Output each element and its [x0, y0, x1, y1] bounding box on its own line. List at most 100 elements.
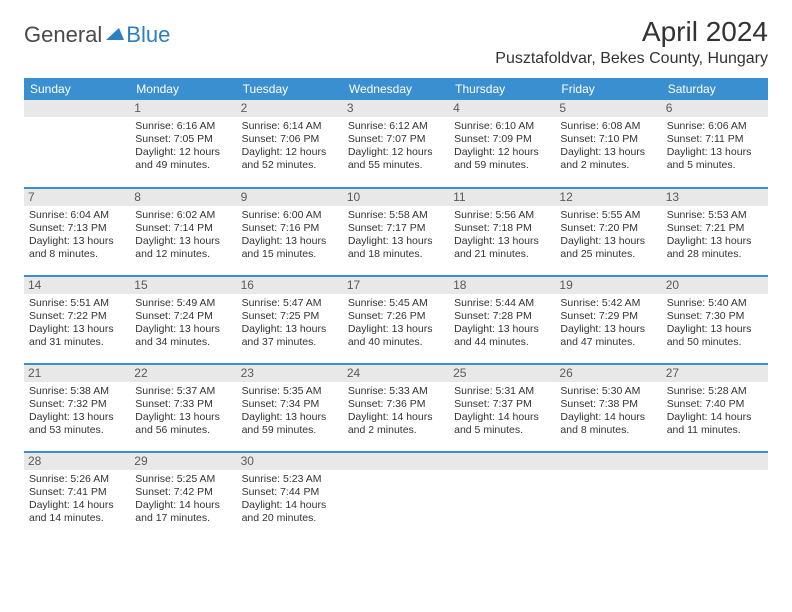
day-detail-text: Sunrise: 6:14 AMSunset: 7:06 PMDaylight:…: [241, 120, 339, 173]
day-number: 29: [130, 453, 236, 470]
day-number: 16: [237, 277, 343, 294]
day-detail-text: Sunrise: 5:38 AMSunset: 7:32 PMDaylight:…: [28, 385, 126, 438]
day-number: 15: [130, 277, 236, 294]
day-detail-text: Sunrise: 5:35 AMSunset: 7:34 PMDaylight:…: [241, 385, 339, 438]
calendar-week-row: 21 Sunrise: 5:38 AMSunset: 7:32 PMDayligh…: [24, 364, 768, 452]
calendar-day-cell: [662, 452, 768, 540]
calendar-day-cell: 6Sunrise: 6:06 AMSunset: 7:11 PMDaylight…: [662, 100, 768, 188]
day-detail-text: Sunrise: 6:02 AMSunset: 7:14 PMDaylight:…: [134, 209, 232, 262]
day-header: Wednesday: [343, 78, 449, 100]
location-text: Pusztafoldvar, Bekes County, Hungary: [495, 50, 768, 68]
calendar-day-cell: [343, 452, 449, 540]
day-header: Tuesday: [237, 78, 343, 100]
day-number: 6: [662, 100, 768, 117]
header: General Blue April 2024 Pusztafoldvar, B…: [0, 0, 792, 72]
calendar-day-cell: 18 Sunrise: 5:44 AMSunset: 7:28 PMDayligh…: [449, 276, 555, 364]
day-detail-text: Sunrise: 5:56 AMSunset: 7:18 PMDaylight:…: [453, 209, 551, 262]
day-detail-text: Sunrise: 5:55 AMSunset: 7:20 PMDaylight:…: [559, 209, 657, 262]
day-detail-text: Sunrise: 5:25 AMSunset: 7:42 PMDaylight:…: [134, 473, 232, 526]
day-detail-text: Sunrise: 6:04 AMSunset: 7:13 PMDaylight:…: [28, 209, 126, 262]
calendar-day-cell: 7 Sunrise: 6:04 AMSunset: 7:13 PMDaylight…: [24, 188, 130, 276]
calendar-day-cell: 17 Sunrise: 5:45 AMSunset: 7:26 PMDayligh…: [343, 276, 449, 364]
logo-triangle-icon: [106, 26, 124, 40]
day-header: Saturday: [662, 78, 768, 100]
day-detail-text: Sunrise: 5:44 AMSunset: 7:28 PMDaylight:…: [453, 297, 551, 350]
calendar-day-cell: 19Sunrise: 5:42 AMSunset: 7:29 PMDayligh…: [555, 276, 661, 364]
calendar-day-cell: 23 Sunrise: 5:35 AMSunset: 7:34 PMDayligh…: [237, 364, 343, 452]
day-number: 8: [130, 189, 236, 206]
day-detail-text: Sunrise: 5:26 AMSunset: 7:41 PMDaylight:…: [28, 473, 126, 526]
day-detail-text: Sunrise: 5:30 AMSunset: 7:38 PMDaylight:…: [559, 385, 657, 438]
day-detail-text: Sunrise: 5:37 AMSunset: 7:33 PMDaylight:…: [134, 385, 232, 438]
title-block: April 2024 Pusztafoldvar, Bekes County, …: [495, 16, 768, 68]
day-number: 1: [130, 100, 236, 117]
day-detail-text: Sunrise: 5:31 AMSunset: 7:37 PMDaylight:…: [453, 385, 551, 438]
day-number: [555, 453, 661, 470]
day-number: 13: [662, 189, 768, 206]
calendar-day-cell: 4Sunrise: 6:10 AMSunset: 7:09 PMDaylight…: [449, 100, 555, 188]
day-detail-text: Sunrise: 5:51 AMSunset: 7:22 PMDaylight:…: [28, 297, 126, 350]
calendar-day-cell: 1 Sunrise: 6:16 AMSunset: 7:05 PMDaylight…: [130, 100, 236, 188]
day-header: Friday: [555, 78, 661, 100]
day-number: 11: [449, 189, 555, 206]
calendar-week-row: 14 Sunrise: 5:51 AMSunset: 7:22 PMDayligh…: [24, 276, 768, 364]
day-header: Thursday: [449, 78, 555, 100]
calendar-day-cell: 28 Sunrise: 5:26 AMSunset: 7:41 PMDayligh…: [24, 452, 130, 540]
day-detail-text: Sunrise: 6:08 AMSunset: 7:10 PMDaylight:…: [559, 120, 657, 173]
day-number: 23: [237, 365, 343, 382]
day-number: 22: [130, 365, 236, 382]
calendar-day-cell: 10Sunrise: 5:58 AMSunset: 7:17 PMDayligh…: [343, 188, 449, 276]
calendar-week-row: 7 Sunrise: 6:04 AMSunset: 7:13 PMDaylight…: [24, 188, 768, 276]
day-number: 3: [343, 100, 449, 117]
day-number: 28: [24, 453, 130, 470]
day-number: 25: [449, 365, 555, 382]
day-number: 27: [662, 365, 768, 382]
calendar-day-cell: 8 Sunrise: 6:02 AMSunset: 7:14 PMDaylight…: [130, 188, 236, 276]
month-title: April 2024: [495, 16, 768, 48]
day-number: 5: [555, 100, 661, 117]
day-detail-text: Sunrise: 5:40 AMSunset: 7:30 PMDaylight:…: [666, 297, 764, 350]
calendar-day-cell: [24, 100, 130, 188]
day-header-row: Sunday Monday Tuesday Wednesday Thursday…: [24, 78, 768, 100]
day-number: [24, 100, 130, 117]
calendar-day-cell: 2Sunrise: 6:14 AMSunset: 7:06 PMDaylight…: [237, 100, 343, 188]
calendar-day-cell: 11 Sunrise: 5:56 AMSunset: 7:18 PMDayligh…: [449, 188, 555, 276]
calendar-day-cell: 3 Sunrise: 6:12 AMSunset: 7:07 PMDaylight…: [343, 100, 449, 188]
calendar-day-cell: 22 Sunrise: 5:37 AMSunset: 7:33 PMDayligh…: [130, 364, 236, 452]
day-detail-text: Sunrise: 6:00 AMSunset: 7:16 PMDaylight:…: [241, 209, 339, 262]
calendar-day-cell: 13 Sunrise: 5:53 AMSunset: 7:21 PMDayligh…: [662, 188, 768, 276]
calendar-day-cell: [449, 452, 555, 540]
calendar-week-row: 1 Sunrise: 6:16 AMSunset: 7:05 PMDaylight…: [24, 100, 768, 188]
day-detail-text: Sunrise: 6:10 AMSunset: 7:09 PMDaylight:…: [453, 120, 551, 173]
calendar-day-cell: 24Sunrise: 5:33 AMSunset: 7:36 PMDayligh…: [343, 364, 449, 452]
calendar-day-cell: [555, 452, 661, 540]
calendar-day-cell: 21 Sunrise: 5:38 AMSunset: 7:32 PMDayligh…: [24, 364, 130, 452]
day-detail-text: Sunrise: 5:33 AMSunset: 7:36 PMDaylight:…: [347, 385, 445, 438]
day-detail-text: Sunrise: 6:12 AMSunset: 7:07 PMDaylight:…: [347, 120, 445, 173]
logo-text-general: General: [24, 22, 102, 48]
day-number: 17: [343, 277, 449, 294]
day-number: 9: [237, 189, 343, 206]
day-detail-text: Sunrise: 5:47 AMSunset: 7:25 PMDaylight:…: [241, 297, 339, 350]
day-number: 21: [24, 365, 130, 382]
calendar-day-cell: 20 Sunrise: 5:40 AMSunset: 7:30 PMDayligh…: [662, 276, 768, 364]
day-number: 18: [449, 277, 555, 294]
calendar-week-row: 28 Sunrise: 5:26 AMSunset: 7:41 PMDayligh…: [24, 452, 768, 540]
day-detail-text: Sunrise: 5:45 AMSunset: 7:26 PMDaylight:…: [347, 297, 445, 350]
day-detail-text: Sunrise: 5:58 AMSunset: 7:17 PMDaylight:…: [347, 209, 445, 262]
day-detail-text: Sunrise: 5:53 AMSunset: 7:21 PMDaylight:…: [666, 209, 764, 262]
day-number: 26: [555, 365, 661, 382]
day-number: [449, 453, 555, 470]
calendar-day-cell: 27 Sunrise: 5:28 AMSunset: 7:40 PMDayligh…: [662, 364, 768, 452]
day-header: Sunday: [24, 78, 130, 100]
day-header: Monday: [130, 78, 236, 100]
day-number: 30: [237, 453, 343, 470]
day-number: 19: [555, 277, 661, 294]
day-number: [662, 453, 768, 470]
day-detail-text: Sunrise: 6:16 AMSunset: 7:05 PMDaylight:…: [134, 120, 232, 173]
day-number: 7: [24, 189, 130, 206]
day-number: 20: [662, 277, 768, 294]
day-detail-text: Sunrise: 5:28 AMSunset: 7:40 PMDaylight:…: [666, 385, 764, 438]
calendar-day-cell: 5 Sunrise: 6:08 AMSunset: 7:10 PMDaylight…: [555, 100, 661, 188]
day-number: 14: [24, 277, 130, 294]
